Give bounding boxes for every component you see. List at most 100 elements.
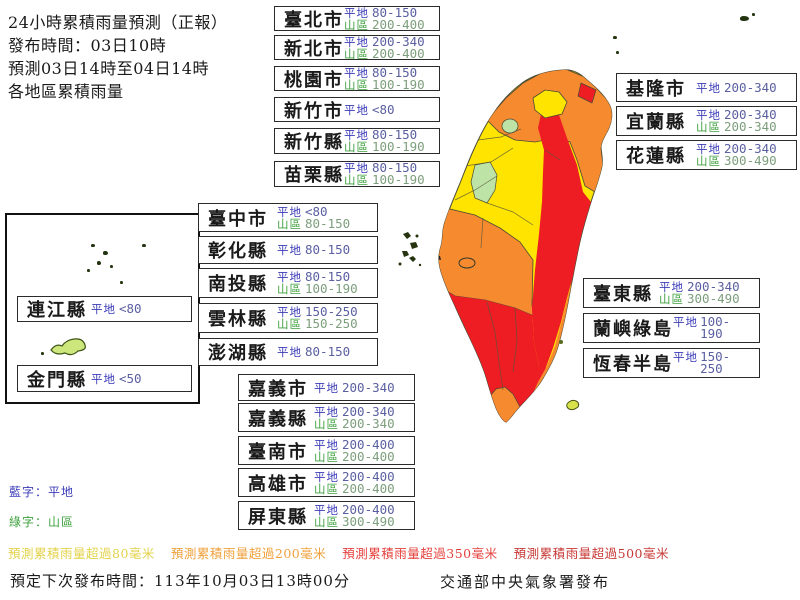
kinmen-islet-dot: [41, 352, 44, 355]
plains-label: 平地: [344, 34, 369, 49]
islet-dot: [752, 13, 755, 16]
region-box-new-taipei-city: 新北市 平地 200-340 山區 200-400: [274, 35, 440, 60]
region-box-chiayi-county: 嘉義縣 平地 200-340 山區 200-340: [238, 403, 415, 432]
region-name: 嘉義縣: [248, 408, 308, 430]
region-name: 臺中市: [208, 208, 268, 230]
region-box-taichung-city: 臺中市 平地 <80 山區 80-150: [198, 203, 378, 232]
region-values: 平地 <80 山區 80-150: [277, 203, 369, 231]
region-box-taoyuan-city: 桃園市 平地 80-150 山區 100-190: [274, 66, 440, 91]
region-box-yilan-county: 宜蘭縣 平地 200-340 山區 200-340: [616, 106, 797, 136]
mountain-value: 200-400: [342, 448, 395, 464]
region-name: 南投縣: [208, 274, 268, 295]
plains-label: 平地: [91, 302, 116, 316]
plains-label: 平地: [314, 502, 339, 517]
green-note: 綠字：山區: [9, 515, 75, 529]
plains-value: <50: [119, 370, 142, 386]
mountain-value: 200-400: [342, 480, 395, 496]
plains-label: 平地: [277, 204, 302, 219]
map-region-chiayi-city-enclave: [458, 257, 476, 269]
plains-value: 80-150: [305, 242, 351, 257]
map-region-keelung-red: [577, 82, 597, 104]
region-values: 平地 200-400 山區 200-400: [314, 436, 406, 464]
plains-value: 200-340: [724, 79, 777, 95]
mountain-label: 山區: [277, 216, 302, 231]
region-values: 平地 200-340 山區 200-340: [314, 403, 406, 430]
region-name: 屏東縣: [248, 506, 308, 528]
mountain-value: 100-190: [372, 76, 425, 92]
map-county-borders: [454, 128, 561, 391]
matsu-islet-dot: [91, 244, 95, 247]
plains-label: 平地: [344, 161, 369, 175]
region-box-yunlin-county: 雲林縣 平地 150-250 山區 150-250: [198, 303, 378, 333]
region-values: 平地 200-340 山區 300-490: [659, 280, 751, 306]
islet-dot: [740, 16, 749, 21]
plains-value: 200-340: [342, 403, 395, 419]
taiwan-map-svg: [398, 69, 613, 423]
region-box-hsinchu-city: 新竹市 平地 <80: [274, 97, 440, 122]
region-name: 澎湖縣: [208, 343, 268, 364]
plains-value: <80: [305, 203, 328, 219]
plains-value: 150-250: [305, 304, 358, 319]
region-box-nantou-county: 南投縣 平地 80-150 山區 100-190: [198, 268, 378, 298]
title-line-1: 24小時累積雨量預測（正報）: [8, 13, 228, 32]
plains-label: 平地: [696, 108, 721, 122]
mountain-value: 100-190: [372, 172, 425, 187]
plains-label: 平地: [344, 128, 369, 142]
mountain-label: 山區: [696, 120, 721, 134]
mountain-label: 山區: [344, 46, 369, 61]
region-values: 平地 80-150 山區 200-400: [344, 6, 431, 31]
plains-label: 平地: [277, 270, 302, 284]
mountain-value: 300-490: [342, 513, 395, 529]
plains-value: 200-400: [342, 436, 395, 452]
legend-over-350: 預測累積雨量超過350毫米: [342, 546, 498, 561]
plains-label: 平地: [673, 350, 698, 364]
region-name: 基隆市: [626, 78, 686, 100]
mountain-value: 300-490: [724, 153, 777, 168]
plains-label: 平地: [91, 371, 116, 386]
region-values: 平地 200-340: [314, 380, 406, 395]
mountain-label: 山區: [314, 481, 339, 496]
region-name: 嘉義市: [248, 378, 308, 400]
plains-value: 80-150: [372, 64, 418, 80]
region-name: 恆春半島: [593, 354, 673, 375]
mountain-label: 山區: [696, 154, 721, 168]
plains-label: 平地: [314, 404, 339, 419]
region-name: 臺東縣: [593, 284, 653, 305]
region-values: 平地 200-340 山區 200-340: [696, 107, 788, 134]
islet-dot: [613, 36, 617, 39]
map-region-mountain-red-spine: [532, 105, 591, 370]
mountain-label: 山區: [314, 449, 339, 464]
matsu-islet-dot: [120, 281, 123, 284]
region-values: 平地 80-150 山區 100-190: [344, 161, 431, 187]
region-box-penghu-county: 澎湖縣 平地 80-150: [198, 338, 378, 366]
region-box-kaohsiung-city: 高雄市 平地 200-400 山區 200-400: [238, 468, 415, 497]
mountain-value: 200-340: [724, 119, 777, 134]
mountain-label: 山區: [277, 282, 302, 296]
region-name: 新北市: [284, 38, 344, 60]
legend-row: 預測累積雨量超過80毫米 預測累積雨量超過200毫米 預測累積雨量超過350毫米…: [8, 543, 669, 562]
region-name: 苗栗縣: [284, 165, 344, 186]
plains-label: 平地: [314, 380, 339, 395]
region-values: 平地 80-150 山區 100-190: [277, 270, 369, 296]
region-box-changhua-county: 彰化縣 平地 80-150: [198, 236, 378, 264]
region-box-kinmen-county: 金門縣 平地 <50: [17, 365, 192, 392]
mountain-value: 100-190: [305, 281, 358, 296]
region-values: 平地 <80: [91, 302, 183, 316]
plains-label: 平地: [696, 80, 721, 95]
plains-value: 200-400: [342, 468, 395, 484]
plains-value: 200-400: [342, 501, 395, 517]
kinmen-island-svg: [50, 338, 86, 356]
plains-label: 平地: [344, 65, 369, 80]
legend-over-80: 預測累積雨量超過80毫米: [8, 546, 155, 561]
kinmen-island: [48, 337, 90, 359]
plains-label: 平地: [696, 142, 721, 156]
title-line-4: 各地區累積雨量: [8, 82, 124, 101]
plains-label: 平地: [277, 243, 302, 257]
mountain-label: 山區: [659, 292, 684, 306]
plains-label: 平地: [659, 280, 684, 294]
region-values: 平地 150-250: [673, 350, 751, 375]
plains-value: 80-150: [305, 344, 351, 359]
region-name: 花蓮縣: [626, 146, 686, 167]
plains-value: 200-340: [724, 107, 777, 122]
